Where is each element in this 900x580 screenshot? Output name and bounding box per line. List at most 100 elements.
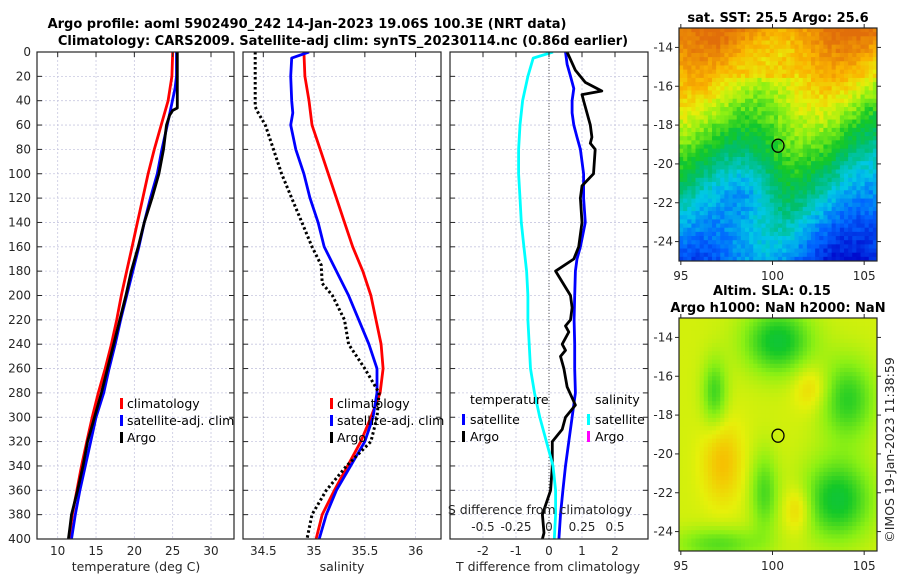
map-cell (811, 467, 816, 473)
map-cell (720, 338, 725, 344)
map-cell (699, 240, 705, 245)
map-cell (683, 342, 688, 348)
map-cell (703, 467, 709, 473)
map-cell (806, 467, 812, 473)
map-cell (745, 102, 750, 108)
map-cell (782, 169, 787, 175)
map-cell (864, 181, 870, 187)
map-cell (716, 405, 721, 411)
map-cell (716, 107, 721, 112)
map-cell (732, 476, 738, 481)
map-cell (728, 459, 734, 465)
map-cell (802, 152, 808, 158)
map-cell (687, 476, 692, 481)
map-cell (745, 186, 750, 191)
map-cell (848, 40, 853, 46)
map-cell (823, 442, 829, 448)
map-cell (683, 426, 688, 431)
map-cell (844, 119, 849, 125)
map-cell (860, 102, 866, 108)
map-cell (794, 392, 800, 398)
map-cell (848, 115, 853, 121)
map-cell (687, 136, 692, 141)
map-cell (864, 405, 870, 411)
map-cell (753, 401, 758, 406)
map-cell (716, 417, 721, 423)
map-cell (683, 409, 688, 415)
map-cell (740, 190, 746, 196)
map-cell (790, 334, 796, 340)
map-cell (802, 186, 808, 191)
map-cell (753, 40, 758, 46)
map-cell (761, 44, 767, 50)
map-cell (757, 90, 763, 96)
map-cell (736, 252, 742, 258)
map-cell (769, 73, 775, 79)
map-cell (765, 384, 771, 390)
map-cell (786, 227, 791, 233)
map-cell (835, 152, 841, 158)
map-cell (872, 342, 877, 348)
map-cell (761, 127, 767, 133)
map-cell (736, 422, 742, 427)
map-cell (823, 422, 829, 427)
map-cell (773, 363, 779, 369)
map-cell (732, 240, 738, 245)
map-cell (765, 430, 771, 436)
map-cell (848, 86, 853, 92)
map-cell (872, 202, 877, 208)
map-cell (802, 334, 808, 340)
map-cell (736, 86, 742, 92)
map-cell (798, 69, 804, 75)
map-cell (712, 123, 717, 129)
map-cell (835, 82, 841, 87)
map-cell (819, 107, 824, 112)
map-cell (844, 40, 849, 46)
map-cell (745, 409, 750, 415)
map-cell (782, 430, 787, 436)
map-cell (769, 455, 775, 461)
map-cell (819, 219, 824, 225)
map-cell (732, 73, 738, 79)
map-cell (703, 455, 709, 461)
map-cell (852, 198, 857, 204)
map-cell (757, 194, 763, 200)
map-cell (823, 40, 829, 46)
map-cell (823, 359, 829, 365)
map-cell (844, 198, 849, 204)
map-cell (716, 392, 721, 398)
map-cell (815, 48, 820, 54)
map-cell (736, 326, 742, 332)
map-cell (819, 417, 824, 423)
map-cell (844, 90, 849, 96)
map-cell (835, 28, 841, 33)
map-cell (699, 252, 705, 258)
map-cell (844, 397, 849, 402)
map-cell (819, 426, 824, 431)
map-cell (848, 148, 853, 154)
map-cell (695, 48, 701, 54)
map-cell (811, 215, 816, 220)
map-cell (757, 438, 763, 444)
map-cell (798, 380, 804, 386)
map-cell (728, 119, 734, 125)
map-cell (736, 161, 742, 166)
map-cell (844, 61, 849, 67)
map-cell (798, 28, 804, 33)
map-cell (769, 86, 775, 92)
map-cell (703, 61, 709, 67)
map-cell (782, 127, 787, 133)
map-cell (844, 102, 849, 108)
map-cell (856, 342, 862, 348)
map-cell (815, 384, 820, 390)
map-cell (806, 98, 812, 104)
map-cell (848, 140, 853, 146)
map-cell (798, 119, 804, 125)
map-cell (835, 48, 841, 54)
map-cell (839, 115, 845, 121)
map-cell (703, 36, 709, 42)
map-cell (844, 65, 849, 71)
map-cell (839, 380, 845, 386)
map-cell (835, 248, 841, 254)
map-cell (868, 177, 874, 183)
